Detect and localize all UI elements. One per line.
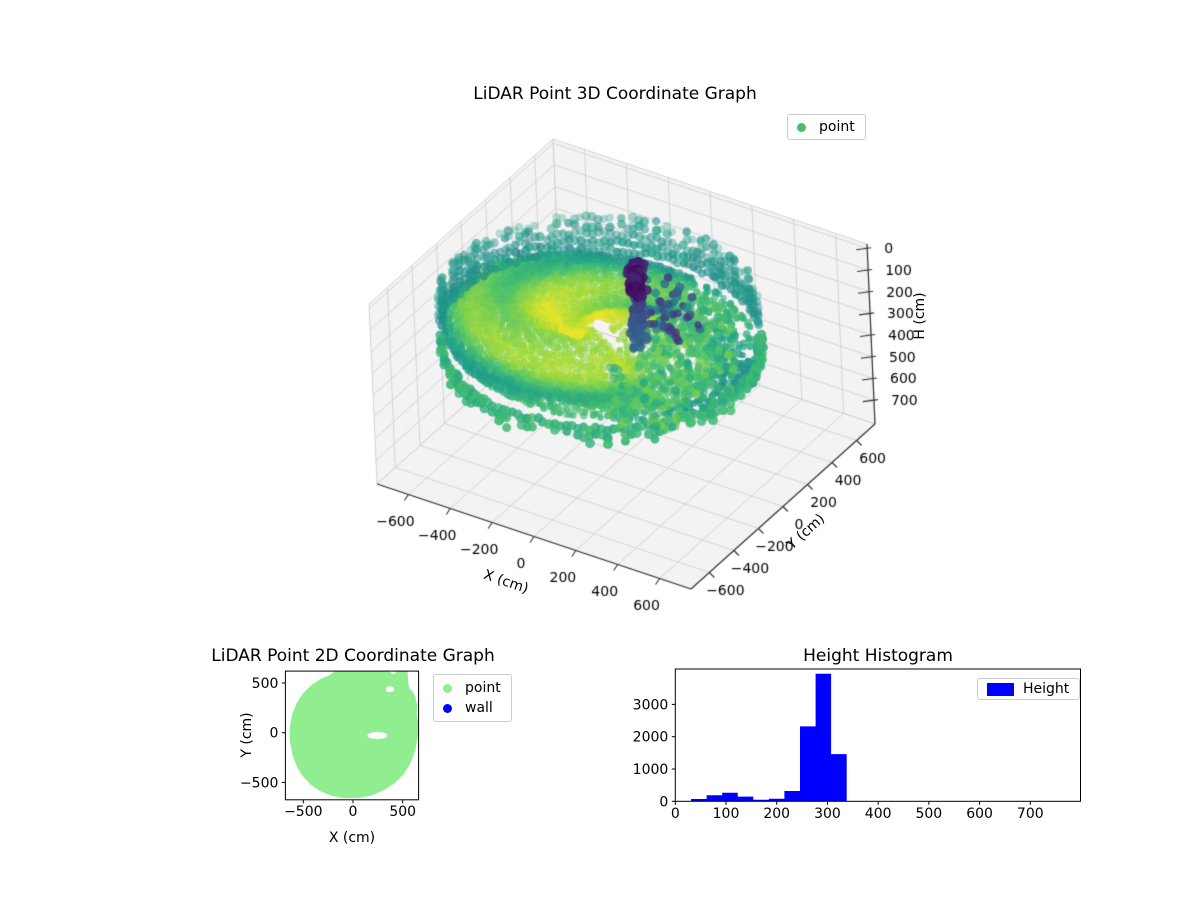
plot2d-xtick-label: −500 <box>284 804 322 820</box>
plot2d-ytick-label: 500 <box>252 676 279 692</box>
hist-xtick-label: 500 <box>915 806 942 822</box>
hist-legend: Height <box>977 678 1081 700</box>
wall-legend-marker-icon <box>443 703 452 713</box>
scatter3d-canvas <box>0 0 1200 660</box>
plot2d-frame <box>284 670 420 801</box>
hist-xtick-label: 200 <box>763 806 790 822</box>
plot2d-xtick-label: 500 <box>389 804 416 820</box>
plot3d-legend-label: point <box>819 119 855 135</box>
hist-xtick-label: 300 <box>814 806 841 822</box>
hist-xtick-label: 0 <box>671 806 680 822</box>
plot2d-title: LiDAR Point 2D Coordinate Graph <box>211 646 495 666</box>
plot2d-ytick-label: −500 <box>240 775 278 791</box>
hist-ytick-label: 3000 <box>633 697 669 713</box>
plot2d-xtick-label: 0 <box>349 804 358 820</box>
point-legend-marker-icon <box>797 122 806 132</box>
point-legend-marker-icon <box>443 683 452 693</box>
height-legend-marker-icon <box>987 682 1014 696</box>
plot2d-xlabel: X (cm) <box>328 830 376 846</box>
plot2d-points-group <box>289 671 419 799</box>
plot2d-legend-label-point: point <box>465 680 501 696</box>
hist-xtick-label: 100 <box>713 806 740 822</box>
hist-ytick-label: 2000 <box>633 730 669 746</box>
hist-xtick-label: 600 <box>966 806 993 822</box>
hist-legend-label: Height <box>1023 681 1070 697</box>
hist-ytick-label: 1000 <box>633 762 669 778</box>
hist-xtick-label: 400 <box>865 806 892 822</box>
hist-ytick-label: 0 <box>659 794 668 810</box>
plot2d-ytick-label: 0 <box>269 726 278 742</box>
plot2d-ylabel: Y (cm) <box>239 712 255 758</box>
hist-xtick-label: 700 <box>1017 806 1044 822</box>
plot3d-title: LiDAR Point 3D Coordinate Graph <box>473 84 757 104</box>
plot2d-legend-label-wall: wall <box>465 700 493 716</box>
plot3d-zlabel: H (cm) <box>912 292 928 340</box>
hist-bars <box>691 673 847 802</box>
plot2d-legend: point wall <box>433 674 512 722</box>
plot3d-legend: point <box>787 114 866 140</box>
hist-title: Height Histogram <box>803 646 953 666</box>
plot2d-point-cloud <box>289 671 419 799</box>
